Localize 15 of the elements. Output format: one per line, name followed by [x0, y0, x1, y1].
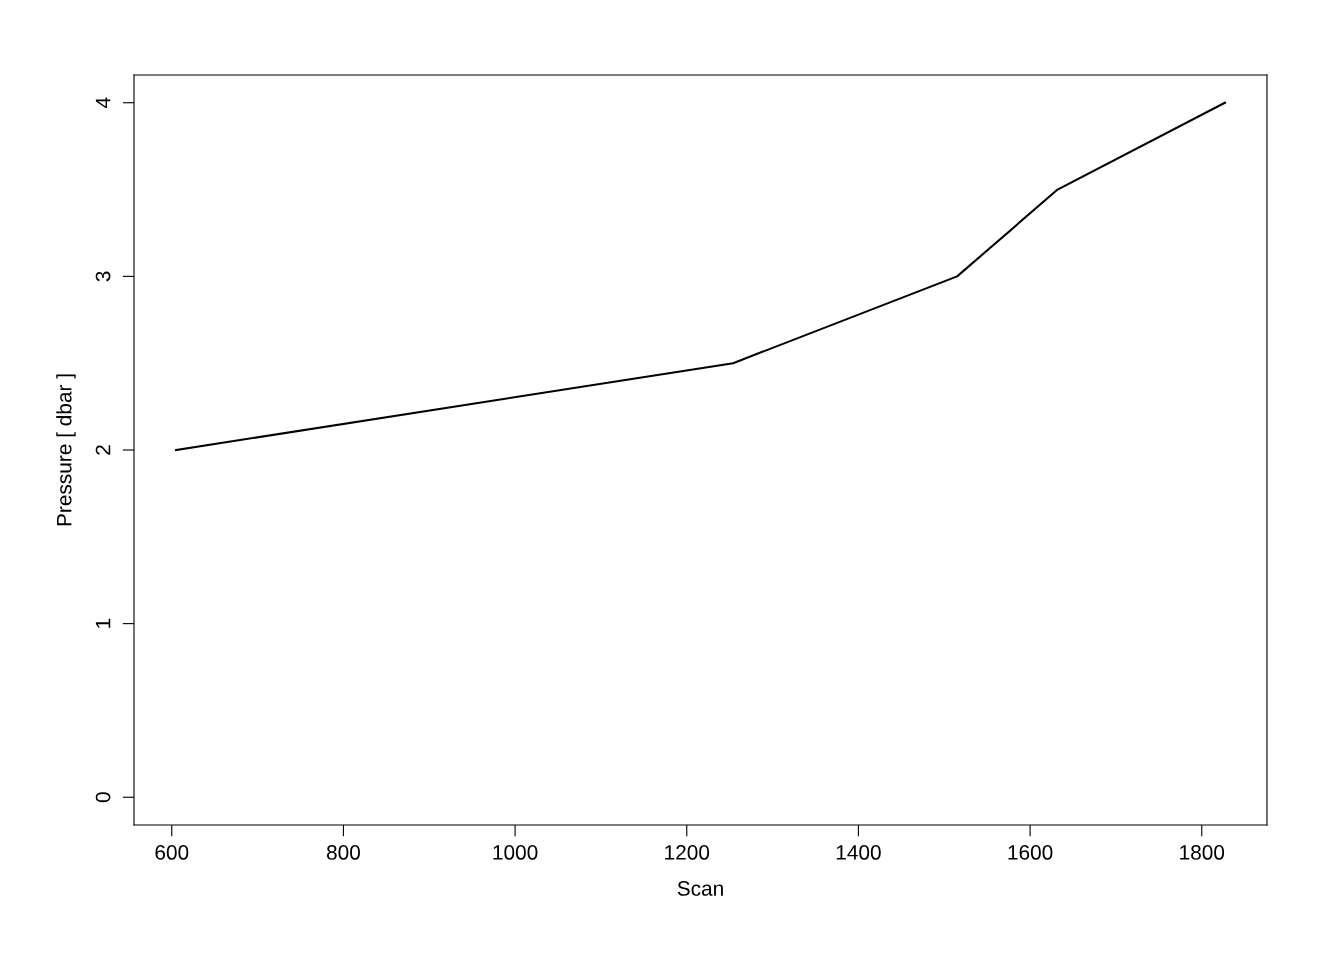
x-tick-label: 1800 [1180, 845, 1225, 860]
y-tick-label: 4 [95, 97, 111, 109]
x-tick-label: 800 [326, 845, 360, 860]
x-tick-label: 600 [155, 845, 189, 860]
y-tick-label: 2 [95, 445, 111, 455]
x-axis-title: Scan [677, 881, 723, 896]
x-tick-label: 1400 [836, 845, 881, 860]
x-tick-label: 1600 [1008, 845, 1053, 860]
y-tick-label: 3 [95, 271, 111, 282]
y-axis-title: Pressure [ dbar ] [56, 374, 76, 526]
y-tick-label: 0 [95, 792, 111, 803]
x-tick-label: 1000 [493, 845, 538, 860]
line-series [175, 101, 1226, 452]
y-tick-label: 1 [95, 618, 111, 628]
x-tick-label: 1200 [665, 845, 710, 860]
